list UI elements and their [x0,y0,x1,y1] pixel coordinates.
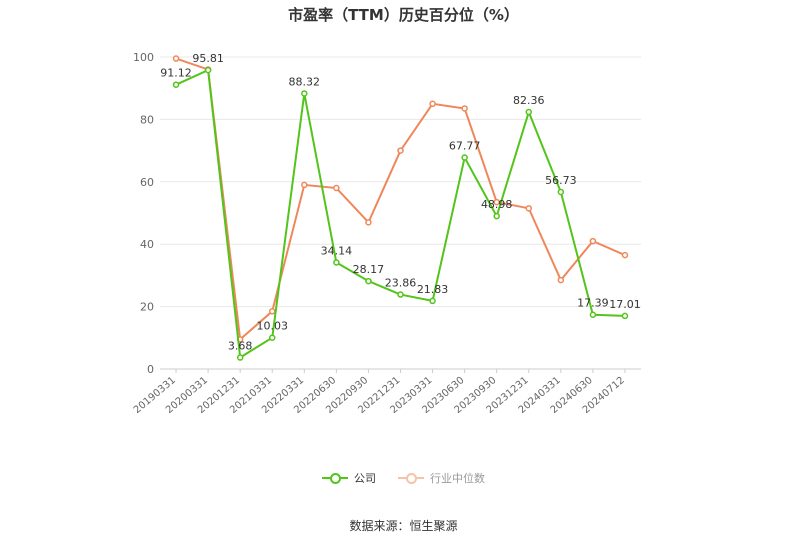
data-point [525,108,533,116]
data-label: 67.77 [449,140,481,153]
data-label: 10.03 [256,320,288,333]
data-point [397,291,404,298]
y-tick-label: 40 [140,238,154,251]
data-label: 34.14 [321,244,353,257]
data-point [461,105,468,112]
data-point [525,205,533,212]
data-point [461,154,468,161]
data-point [589,311,597,318]
legend-item-company[interactable]: 公司 [322,470,376,486]
legend: 公司 行业中位数 [0,470,807,486]
data-point [236,354,244,361]
data-label: 82.36 [513,94,545,107]
data-label: 3.68 [228,340,253,353]
y-tick-label: 60 [140,176,154,189]
data-point [621,251,629,259]
y-tick-label: 80 [140,113,154,126]
legend-swatch-company [322,472,348,484]
data-label: 17.01 [609,298,641,311]
data-point [365,277,372,285]
series-line-0 [175,68,626,360]
legend-label-company: 公司 [354,472,376,485]
data-label: 56.73 [545,174,577,187]
data-point [172,55,180,62]
data-point [301,90,308,97]
data-point [365,219,372,226]
legend-item-industry-median[interactable]: 行业中位数 [398,470,485,486]
chart-title: 市盈率（TTM）历史百分位（%） [288,6,519,24]
data-label: 17.39 [577,297,609,310]
source-note: 数据来源：恒生聚源 [349,519,458,533]
data-point [397,147,404,154]
data-point [301,181,308,189]
y-tick-label: 100 [133,51,154,64]
data-point [557,188,565,196]
data-label: 21.83 [417,283,449,296]
y-tick-label: 20 [140,301,154,314]
legend-swatch-industry-median [398,472,424,484]
data-point [268,334,276,341]
data-point [204,66,212,74]
data-point [557,276,565,284]
y-tick-label: 0 [147,363,154,376]
data-label: 28.17 [353,263,385,276]
data-point [429,297,436,305]
data-point [621,312,629,320]
data-label: 95.81 [192,52,224,65]
data-label: 91.12 [160,67,192,80]
data-point [493,212,500,220]
data-point [268,308,276,315]
data-label: 23.86 [385,277,417,290]
data-point [493,198,500,206]
legend-label-industry-median: 行业中位数 [430,472,485,485]
data-point [589,237,597,245]
data-point [429,100,436,108]
data-label: 88.32 [289,75,321,88]
data-point [333,259,340,266]
data-label: 48.98 [481,198,513,211]
data-point [333,184,340,192]
data-point [172,81,180,88]
